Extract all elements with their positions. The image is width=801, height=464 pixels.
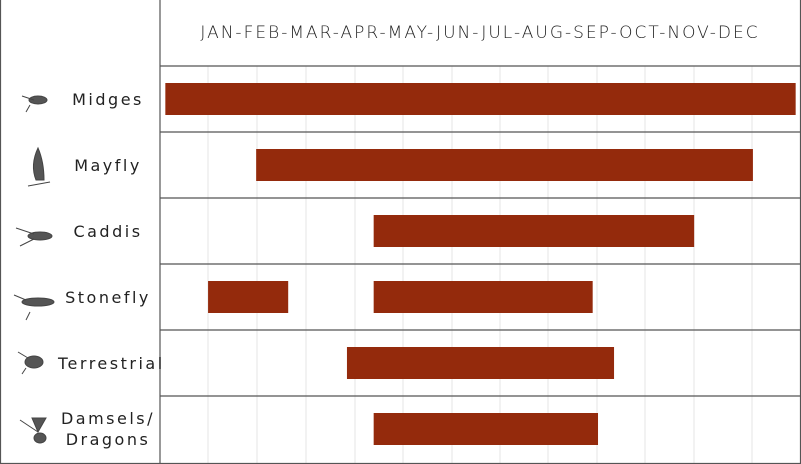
row-label: Mayfly (74, 155, 142, 175)
row-label: Damsels/ Dragons (60, 409, 156, 449)
row-label: Caddis (73, 221, 143, 241)
bar (373, 281, 593, 313)
insect-icons (13, 95, 55, 444)
bar (208, 281, 289, 313)
row-label: Stonefly (65, 287, 151, 307)
bar (373, 215, 695, 247)
bar (165, 83, 796, 115)
bar (256, 149, 753, 181)
bar (346, 347, 615, 379)
column-lines (207, 66, 753, 464)
bar (373, 413, 599, 445)
month-header: JAN-FEB-MAR-APR-MAY-JUN-JUL-AUG-SEP-OCT-… (200, 23, 759, 43)
row-label: Midges (72, 89, 144, 109)
row-label: Terrestrial (58, 353, 165, 373)
